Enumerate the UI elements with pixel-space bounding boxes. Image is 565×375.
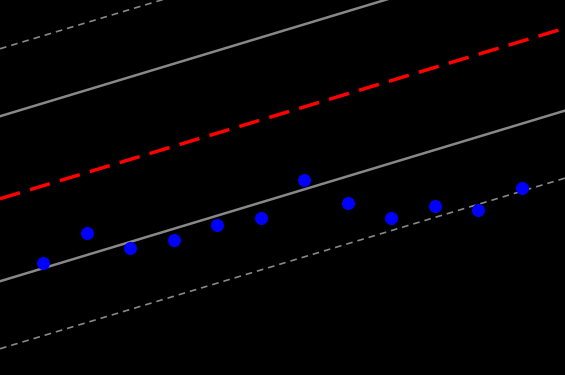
Point (386, 214, 396, 220)
Point (39, 260, 48, 266)
Point (126, 244, 135, 250)
Point (517, 184, 526, 190)
Point (343, 200, 352, 206)
Point (170, 237, 179, 243)
Point (430, 203, 439, 209)
Point (257, 214, 266, 220)
Point (473, 207, 483, 213)
Point (299, 177, 308, 183)
Point (82, 230, 92, 236)
Point (213, 222, 222, 228)
